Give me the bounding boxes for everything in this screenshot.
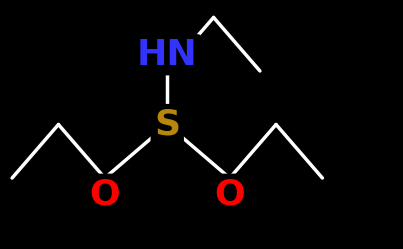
Text: O: O [89, 177, 120, 211]
Text: O: O [214, 177, 245, 211]
Text: S: S [154, 108, 180, 141]
Text: HN: HN [137, 38, 197, 72]
